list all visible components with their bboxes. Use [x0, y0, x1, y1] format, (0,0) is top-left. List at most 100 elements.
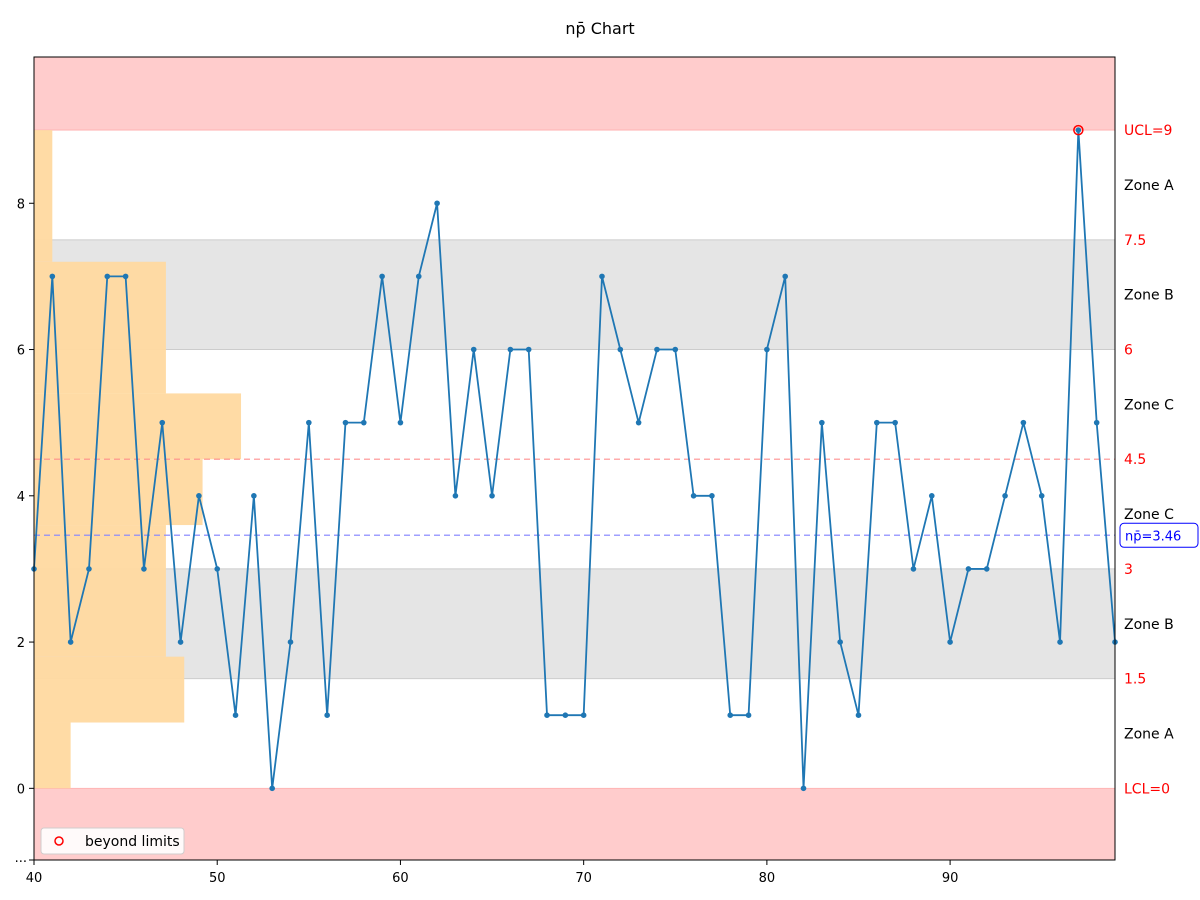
- zone-label: Zone A: [1124, 726, 1174, 742]
- data-point: [874, 419, 880, 426]
- y-tick-label: 2: [17, 636, 25, 651]
- data-point: [727, 712, 734, 718]
- zone-band: [34, 57, 1115, 131]
- data-point: [837, 639, 843, 645]
- data-point: [544, 712, 550, 718]
- data-point: [1075, 127, 1082, 133]
- data-point: [122, 273, 129, 280]
- y-tick-label: 0: [17, 782, 25, 797]
- data-point: [232, 712, 239, 718]
- data-point: [819, 419, 825, 426]
- data-point: [489, 492, 495, 499]
- data-point: [434, 200, 440, 207]
- data-point: [617, 346, 624, 353]
- legend-box: [40, 827, 185, 855]
- histogram-bar: [34, 261, 166, 394]
- data-point: [397, 419, 404, 426]
- data-point: [415, 273, 422, 280]
- x-axis: 40 50 60 70 80 90: [26, 860, 959, 886]
- data-point: [947, 639, 953, 645]
- zone-label: Zone A: [1124, 178, 1174, 194]
- data-point: [177, 639, 184, 645]
- data-point: [599, 273, 605, 280]
- data-point: [562, 712, 569, 718]
- data-point: [580, 712, 587, 718]
- data-point: [379, 273, 385, 280]
- zone-label: Zone B: [1124, 617, 1174, 633]
- legend: beyond limits: [40, 827, 185, 855]
- zone-band: [34, 788, 1115, 860]
- data-point: [764, 346, 770, 353]
- data-point: [141, 566, 147, 572]
- data-point: [635, 419, 642, 426]
- legend-marker: [54, 836, 64, 846]
- histogram-bar: [34, 393, 242, 460]
- data-point: [855, 712, 862, 718]
- plot-frame: [33, 56, 1116, 861]
- data-point: [324, 712, 330, 718]
- data-point: [1002, 492, 1008, 499]
- x-tick-label: 80: [759, 871, 776, 886]
- y-tick-label: 4: [17, 490, 25, 505]
- histogram-bar: [34, 130, 53, 262]
- y-tick-label-bottom: ...: [15, 851, 27, 866]
- data-point: [507, 346, 514, 353]
- zone-boundary-label: 1.5: [1124, 672, 1146, 688]
- data-point: [892, 419, 898, 426]
- x-tick-label: 90: [942, 871, 959, 886]
- series-line: [33, 130, 1116, 789]
- series: [31, 127, 1118, 792]
- zone-label: Zone C: [1124, 507, 1174, 523]
- data-point: [709, 492, 715, 499]
- data-point: [1093, 419, 1100, 426]
- data-point: [159, 419, 166, 426]
- histogram: [34, 130, 242, 789]
- data-point: [269, 785, 275, 792]
- right-labels: UCL=9 LCL=0 7.5 6 4.5 3 1.5 Zone A Zone B Zone C Z…: [1119, 123, 1199, 797]
- histogram-bar: [34, 656, 185, 723]
- data-point: [251, 492, 257, 499]
- data-point: [104, 273, 111, 280]
- x-tick-label: 40: [26, 871, 43, 886]
- beyond-limit-marker: [1073, 124, 1084, 136]
- reference-lines: [34, 458, 1115, 537]
- data-point: [965, 566, 972, 572]
- data-point: [306, 419, 312, 426]
- zone-boundary-label: 3: [1124, 562, 1133, 578]
- data-point: [49, 273, 56, 280]
- histogram-bar: [34, 525, 166, 657]
- legend-label: beyond limits: [85, 834, 180, 850]
- data-point: [342, 419, 349, 426]
- data-point: [1038, 492, 1045, 499]
- data-point: [983, 566, 990, 572]
- data-point: [800, 785, 807, 792]
- chart-title: np̄ Chart: [565, 19, 634, 38]
- data-point: [1020, 419, 1027, 426]
- data-point: [654, 346, 660, 353]
- data-point: [782, 273, 789, 280]
- zone-boundary-label: 4.5: [1124, 452, 1146, 468]
- data-point: [525, 346, 532, 353]
- center-line-label-box: [1119, 522, 1199, 548]
- zone-label: Zone C: [1124, 397, 1174, 413]
- data-point: [1057, 639, 1063, 645]
- x-tick-label: 60: [392, 871, 409, 886]
- zone-band: [34, 568, 1115, 679]
- data-point: [470, 346, 477, 353]
- zone-boundary-label: 7.5: [1124, 233, 1146, 249]
- lcl-label: LCL=0: [1124, 781, 1170, 797]
- data-point: [86, 566, 92, 572]
- y-tick-label: 6: [17, 344, 25, 359]
- data-point: [672, 346, 679, 353]
- data-point: [360, 419, 367, 426]
- data-point: [910, 566, 917, 572]
- center-line-label: np̄=3.46: [1125, 529, 1181, 544]
- data-point: [690, 492, 697, 499]
- zone-band: [34, 239, 1115, 350]
- data-point: [452, 492, 459, 499]
- data-point: [67, 639, 74, 645]
- histogram-bar: [34, 459, 203, 526]
- data-point: [287, 639, 294, 645]
- zone-boundary-label: 6: [1124, 343, 1133, 359]
